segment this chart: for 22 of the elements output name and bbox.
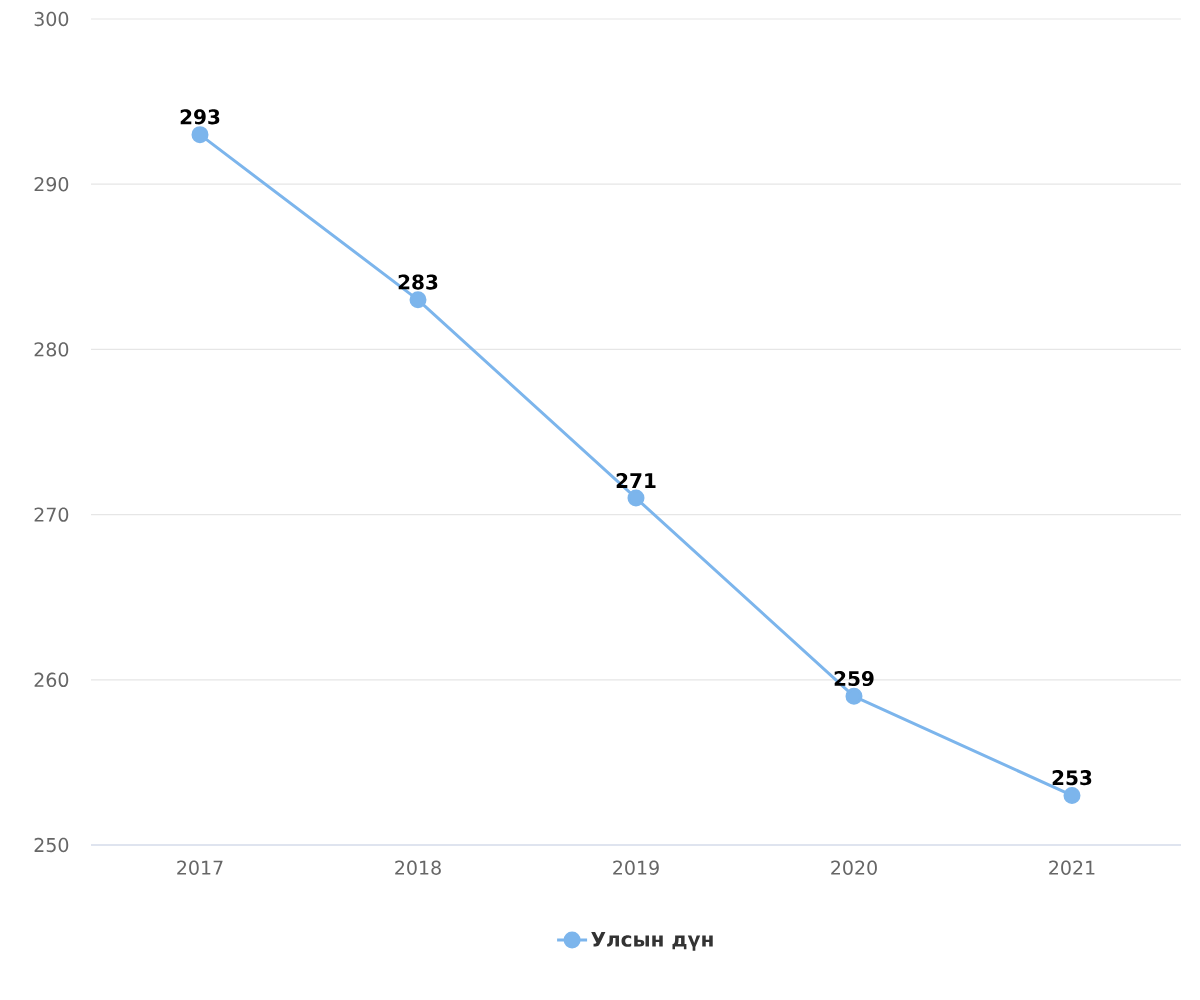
data-label: 271 [616, 473, 656, 488]
y-tick-label: 260 [34, 672, 69, 687]
point [845, 687, 863, 705]
y-tick-label: 280 [34, 342, 69, 357]
point [627, 489, 645, 507]
y-tick-label: 300 [34, 11, 69, 27]
y-tick-label: 270 [34, 507, 69, 522]
data-label: 293 [180, 109, 220, 125]
data-label: 259 [834, 670, 874, 687]
data-label: 283 [398, 274, 438, 290]
legend-label: Улсын дүн [591, 931, 713, 951]
point [1063, 786, 1081, 804]
data-label: 253 [1052, 770, 1092, 786]
y-tick-label: 290 [34, 177, 69, 192]
x-tick-label: 2018 [395, 860, 441, 875]
x-tick-label: 2021 [1049, 860, 1095, 875]
point [409, 291, 427, 309]
x-tick-label: 2017 [177, 860, 223, 875]
y-tick-label: 250 [34, 837, 69, 853]
point [191, 126, 209, 144]
x-tick-label: 2019 [613, 860, 659, 875]
x-tick-label: 2020 [831, 860, 877, 875]
